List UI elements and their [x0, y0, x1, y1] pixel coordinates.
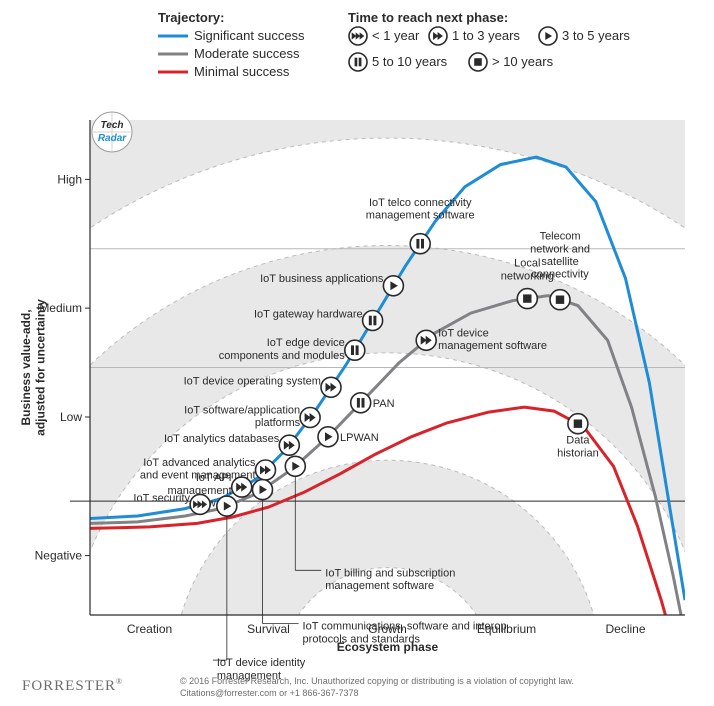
legend-trajectory-title: Trajectory: — [158, 10, 224, 25]
item-marker — [300, 408, 320, 428]
svg-text:Tech: Tech — [101, 120, 124, 131]
x-phase-label: Creation — [127, 622, 172, 636]
forrester-logo: FORRESTER® — [22, 677, 123, 694]
x-phase-label: Equilibrium — [477, 622, 536, 636]
tech-radar-badge: Tech Radar — [92, 112, 132, 152]
legend-time-label: 3 to 5 years — [562, 28, 630, 43]
item-marker — [232, 477, 252, 497]
item-label: IoT telco connectivitymanagement softwar… — [366, 197, 475, 222]
y-tick-label: Negative — [35, 549, 83, 563]
legend-time-label: < 1 year — [372, 28, 420, 43]
item-marker — [363, 311, 383, 331]
legend-time-icon — [429, 27, 447, 45]
item-marker — [568, 414, 588, 434]
footer: FORRESTER® © 2016 Forrester Research, Inc… — [22, 676, 574, 698]
legend-trajectory-label: Minimal success — [194, 64, 290, 79]
x-phase-label: Survival — [247, 622, 290, 636]
legend-time-icon — [349, 27, 367, 45]
legend-time-icon — [349, 53, 367, 71]
legend: Trajectory: Significant success Moderate s… — [158, 10, 630, 79]
footer-line1: © 2016 Forrester Research, Inc. Unauthor… — [180, 676, 574, 686]
item-marker — [321, 377, 341, 397]
legend-time-label: 1 to 3 years — [452, 28, 520, 43]
x-axis-title: Ecosystem phase — [337, 640, 439, 654]
legend-trajectory-label: Moderate success — [194, 46, 300, 61]
svg-text:Radar: Radar — [98, 133, 127, 144]
item-marker — [351, 393, 371, 413]
item-label: IoT analytics databases — [164, 433, 280, 445]
item-marker — [318, 427, 338, 447]
item-marker — [253, 480, 273, 500]
item-label: IoT gateway hardware — [254, 308, 363, 320]
legend-time-title: Time to reach next phase: — [348, 10, 508, 25]
x-phase-label: Growth — [368, 622, 407, 636]
legend-time-label: > 10 years — [492, 54, 554, 69]
legend-time-icon — [539, 27, 557, 45]
item-marker — [256, 460, 276, 480]
footer-line2: Citations@forrester.com or +1 866-367-73… — [180, 688, 358, 698]
item-marker — [217, 496, 237, 516]
item-label: IoT business applications — [260, 273, 384, 285]
item-marker — [345, 340, 365, 360]
item-label: PAN — [373, 398, 395, 410]
legend-time-label: 5 to 10 years — [372, 54, 448, 69]
y-tick-label: High — [57, 172, 82, 186]
item-label: IoT security — [133, 492, 190, 504]
item-marker — [383, 276, 403, 296]
item-label: IoT device operating system — [184, 375, 321, 387]
item-label: LPWAN — [340, 432, 379, 444]
item-marker — [517, 289, 537, 309]
item-marker — [410, 234, 430, 254]
y-tick-label: Low — [60, 410, 82, 424]
item-marker — [550, 290, 570, 310]
legend-time-icon — [469, 53, 487, 71]
item-marker — [416, 330, 436, 350]
item-marker — [285, 456, 305, 476]
item-marker — [279, 435, 299, 455]
y-axis-title: Business value-add,adjusted for uncertai… — [19, 299, 47, 436]
legend-trajectory-label: Significant success — [194, 28, 305, 43]
x-phase-label: Decline — [605, 622, 645, 636]
item-marker — [190, 494, 210, 514]
